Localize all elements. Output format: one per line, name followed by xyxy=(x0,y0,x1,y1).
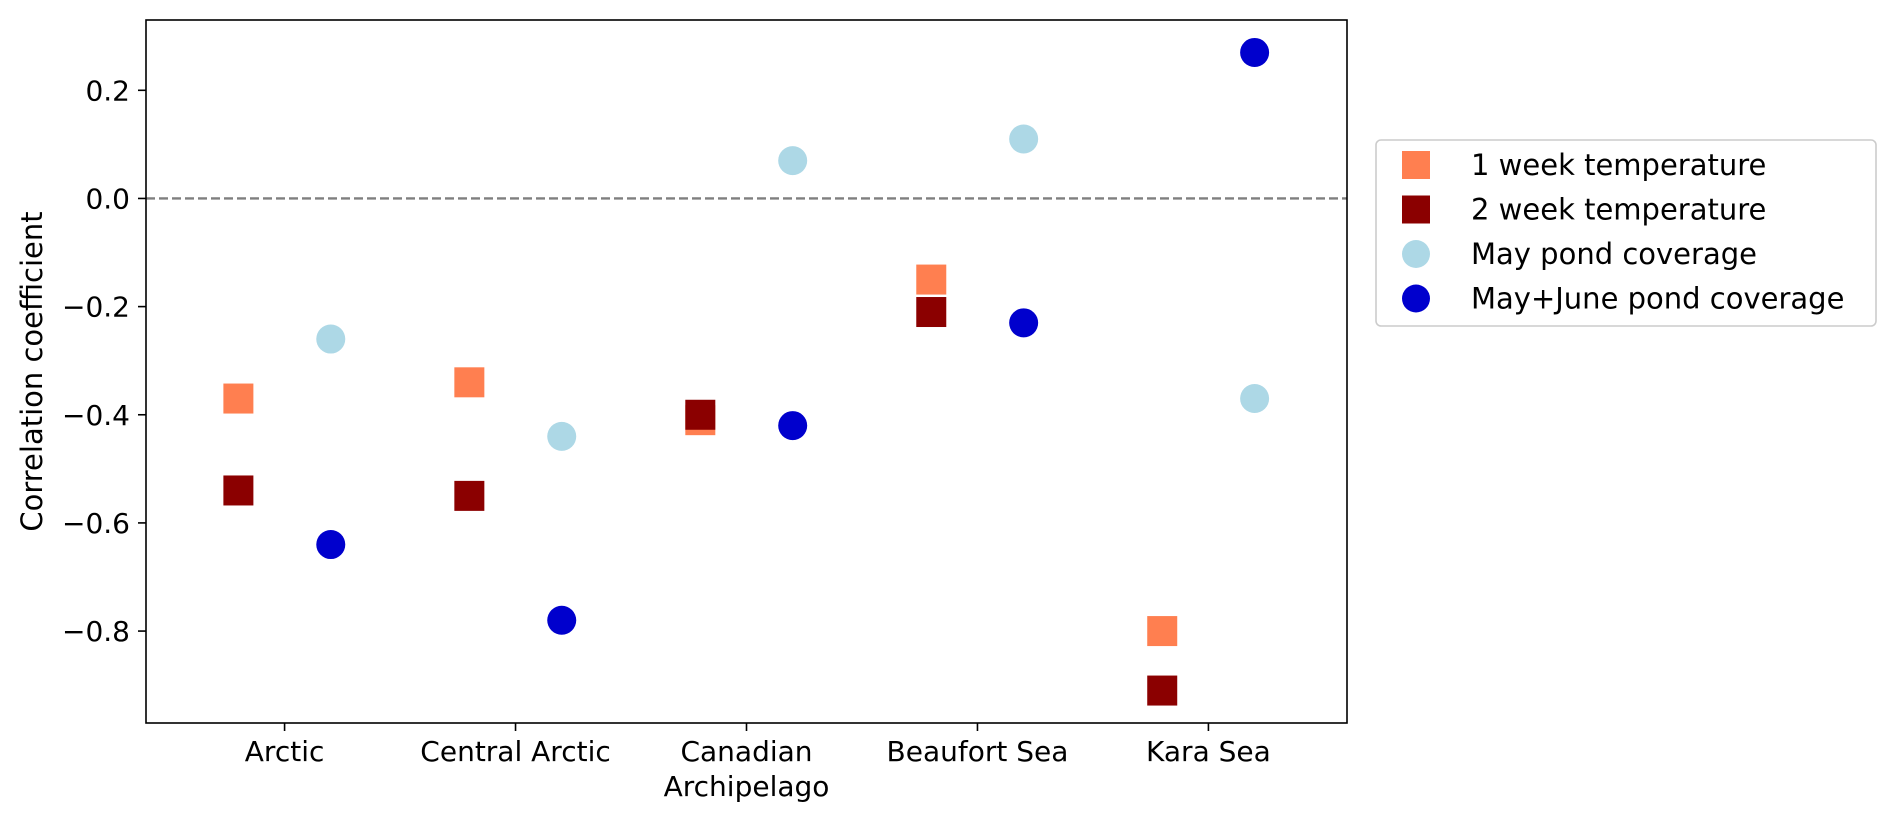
y-tick-label-4: −0.4 xyxy=(62,399,130,432)
series-4-point-2 xyxy=(547,605,577,635)
y-axis-title: Correlation coefficient xyxy=(15,211,49,531)
y-tick-label-6: −0.8 xyxy=(62,615,130,648)
plot-area xyxy=(146,37,1347,706)
legend-label-4: May+June pond coverage xyxy=(1471,282,1844,316)
series-4-point-4 xyxy=(1009,308,1039,338)
series-2-point-2 xyxy=(454,480,485,511)
series-4 xyxy=(316,37,1270,635)
series-4-point-3 xyxy=(778,411,808,441)
series-2 xyxy=(223,297,1178,706)
legend-label-1: 1 week temperature xyxy=(1471,148,1766,182)
series-3-point-4 xyxy=(1009,124,1039,154)
legend-marker-2 xyxy=(1402,195,1430,224)
legend: 1 week temperature 2 week temperature May … xyxy=(1375,139,1877,327)
legend-label-2: 2 week temperature xyxy=(1471,193,1766,227)
legend-marker-1 xyxy=(1402,151,1430,179)
legend-marker-3 xyxy=(1402,240,1430,268)
series-2-point-1 xyxy=(223,475,254,506)
series-1-point-4 xyxy=(916,264,947,295)
series-3 xyxy=(316,124,1270,451)
y-tick-label-1: 0.2 xyxy=(85,74,130,107)
series-4-point-1 xyxy=(316,530,346,560)
x-tick-label-5: Kara Sea xyxy=(1146,735,1271,768)
series-3-point-3 xyxy=(778,146,808,176)
y-tick-label-2: 0.0 xyxy=(85,182,130,215)
legend-label-3: May pond coverage xyxy=(1471,237,1757,271)
series-2-point-3 xyxy=(685,399,716,430)
series-1 xyxy=(223,264,1178,647)
series-1-point-1 xyxy=(223,383,254,414)
series-2-point-4 xyxy=(916,297,947,328)
series-1-point-2 xyxy=(454,367,485,398)
x-tick-label-2: Central Arctic xyxy=(420,735,610,768)
series-1-point-5 xyxy=(1147,616,1178,647)
legend-marker-4 xyxy=(1402,284,1430,313)
series-3-point-5 xyxy=(1240,384,1270,414)
x-tick-label-4: Beaufort Sea xyxy=(887,735,1069,768)
series-2-point-5 xyxy=(1147,675,1178,706)
legend-box xyxy=(1375,139,1877,327)
series-4-point-5 xyxy=(1240,37,1270,67)
y-tick-label-3: −0.2 xyxy=(62,291,130,324)
series-3-point-2 xyxy=(547,421,577,451)
series-3-point-1 xyxy=(316,324,346,354)
axes: 0.2 0.0 −0.2 −0.4 −0.6 −0.8 Arctic Central Arct… xyxy=(62,74,1271,803)
y-tick-label-5: −0.6 xyxy=(62,507,130,540)
x-tick-label-1: Arctic xyxy=(245,735,325,768)
x-tick-label-3: Canadian Archipelago xyxy=(664,735,830,803)
